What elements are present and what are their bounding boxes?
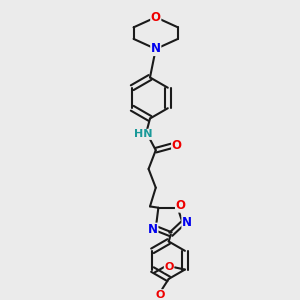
Text: HN: HN: [134, 129, 152, 140]
Text: N: N: [148, 223, 158, 236]
Text: N: N: [182, 216, 192, 229]
Text: O: O: [155, 290, 165, 300]
Text: N: N: [151, 43, 161, 56]
Text: O: O: [151, 11, 161, 24]
Text: O: O: [176, 199, 185, 212]
Text: O: O: [172, 140, 182, 152]
Text: O: O: [164, 262, 174, 272]
